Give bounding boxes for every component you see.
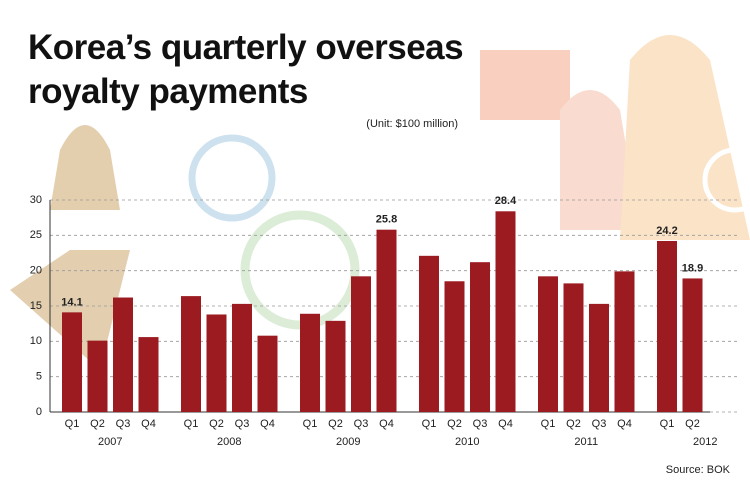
bar xyxy=(138,337,159,412)
x-tick-label: Q2 xyxy=(328,418,343,430)
bar xyxy=(351,276,371,412)
bar xyxy=(614,271,635,412)
x-tick-label: Q3 xyxy=(592,418,607,430)
y-tick-label: 0 xyxy=(36,406,42,418)
bar xyxy=(682,278,703,412)
x-tick-label: Q1 xyxy=(541,418,556,430)
x-tick-label: Q3 xyxy=(473,418,488,430)
bar xyxy=(300,313,320,412)
bar xyxy=(419,255,439,412)
x-tick-label: Q1 xyxy=(184,418,199,430)
icon xyxy=(240,210,360,330)
x-tick-label: Q3 xyxy=(235,418,250,430)
group-label: 2011 xyxy=(574,436,598,448)
x-tick-label: Q2 xyxy=(209,418,224,430)
group-label: 2012 xyxy=(693,436,717,448)
x-tick-label: Q4 xyxy=(260,418,275,430)
bar xyxy=(538,276,558,412)
y-tick-label: 25 xyxy=(30,229,42,241)
group-label: 2010 xyxy=(455,436,479,448)
value-label: 24.2 xyxy=(656,225,677,237)
source: Source: BOK xyxy=(666,464,731,476)
x-tick-label: Q3 xyxy=(116,418,131,430)
y-tick-label: 5 xyxy=(36,371,42,383)
x-tick-label: Q1 xyxy=(660,418,675,430)
x-tick-label: Q2 xyxy=(447,418,462,430)
group-label: 2007 xyxy=(98,436,122,448)
y-tick-label: 30 xyxy=(30,194,42,206)
decoration xyxy=(10,35,750,370)
y-tick-label: 15 xyxy=(30,300,42,312)
figure xyxy=(560,90,640,230)
x-tick-label: Q4 xyxy=(617,418,632,430)
x-tick-label: Q4 xyxy=(141,418,156,430)
x-tick-label: Q1 xyxy=(422,418,437,430)
bar xyxy=(257,335,278,412)
y-tick-label: 20 xyxy=(30,265,42,277)
figure xyxy=(10,125,130,370)
bar xyxy=(325,320,346,412)
bar xyxy=(113,297,133,412)
group-label: 2008 xyxy=(217,436,241,448)
bar xyxy=(376,229,397,412)
x-tick-label: Q2 xyxy=(90,418,105,430)
icon xyxy=(702,147,750,213)
x-tick-label: Q2 xyxy=(566,418,581,430)
y-tick-label: 10 xyxy=(30,335,42,347)
bar xyxy=(563,283,584,412)
value-label: 25.8 xyxy=(376,214,397,226)
x-tick-label: Q1 xyxy=(303,418,318,430)
x-tick-label: Q4 xyxy=(379,418,394,430)
x-tick-label: Q3 xyxy=(354,418,369,430)
icon xyxy=(188,134,276,222)
value-label: 18.9 xyxy=(682,262,703,274)
bar xyxy=(470,262,490,412)
bar xyxy=(206,314,227,412)
figure xyxy=(620,35,750,240)
bar xyxy=(657,240,677,412)
x-tick-label: Q1 xyxy=(65,418,80,430)
bar xyxy=(181,296,201,412)
chart-title: Korea’s quarterly overseas royalty payme… xyxy=(28,28,464,111)
sign xyxy=(480,50,570,120)
bar xyxy=(589,303,609,412)
x-tick-label: Q2 xyxy=(685,418,700,430)
bar xyxy=(444,281,465,412)
subtitle: (Unit: $100 million) xyxy=(366,118,458,130)
value-label: 14.1 xyxy=(61,296,82,308)
bar xyxy=(232,303,252,412)
bar xyxy=(62,312,82,412)
group-label: 2009 xyxy=(336,436,360,448)
value-label: 28.4 xyxy=(495,195,517,207)
x-tick-label: Q4 xyxy=(498,418,513,430)
bar xyxy=(87,340,108,412)
bar xyxy=(495,211,516,412)
